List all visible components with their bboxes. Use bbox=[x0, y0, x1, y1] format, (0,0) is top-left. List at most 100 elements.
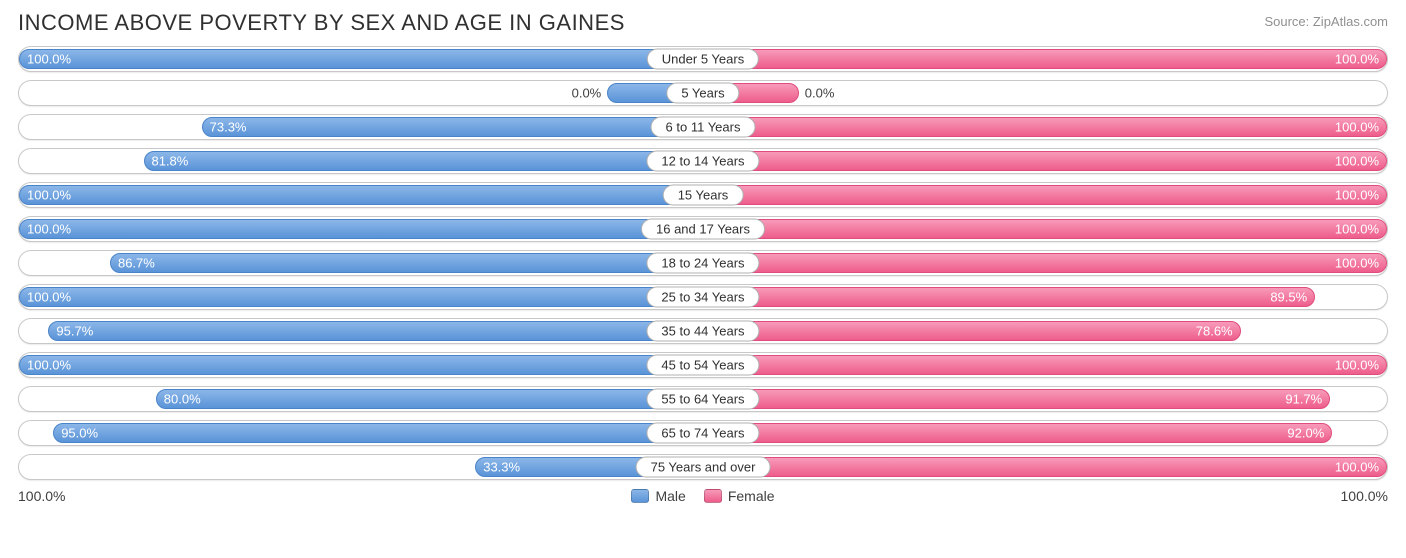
male-bar bbox=[19, 287, 703, 307]
female-value-label: 100.0% bbox=[1335, 188, 1379, 203]
bar-row: 86.7% 100.0% 18 to 24 Years bbox=[18, 250, 1388, 276]
age-label-pill: 5 Years bbox=[666, 83, 739, 104]
male-half: 100.0% bbox=[19, 183, 703, 207]
age-label-pill: 35 to 44 Years bbox=[646, 321, 759, 342]
male-value-label: 95.7% bbox=[56, 324, 93, 339]
male-bar bbox=[19, 355, 703, 375]
age-label-pill: 65 to 74 Years bbox=[646, 423, 759, 444]
female-half: 100.0% bbox=[703, 353, 1387, 377]
age-label-pill: Under 5 Years bbox=[647, 49, 759, 70]
female-value-label: 92.0% bbox=[1287, 426, 1324, 441]
female-half: 91.7% bbox=[703, 387, 1387, 411]
female-half: 100.0% bbox=[703, 149, 1387, 173]
age-label-pill: 15 Years bbox=[663, 185, 744, 206]
legend-item-female: Female bbox=[704, 488, 775, 504]
male-value-label: 95.0% bbox=[61, 426, 98, 441]
female-half: 100.0% bbox=[703, 47, 1387, 71]
male-bar bbox=[110, 253, 703, 273]
bar-row: 80.0% 91.7% 55 to 64 Years bbox=[18, 386, 1388, 412]
female-value-label: 100.0% bbox=[1335, 222, 1379, 237]
male-value-label: 0.0% bbox=[572, 86, 602, 101]
male-half: 100.0% bbox=[19, 353, 703, 377]
female-value-label: 100.0% bbox=[1335, 256, 1379, 271]
female-bar bbox=[703, 185, 1387, 205]
male-bar bbox=[202, 117, 703, 137]
female-half: 100.0% bbox=[703, 217, 1387, 241]
male-half: 100.0% bbox=[19, 47, 703, 71]
female-bar bbox=[703, 219, 1387, 239]
male-value-label: 73.3% bbox=[210, 120, 247, 135]
male-half: 95.0% bbox=[19, 421, 703, 445]
male-value-label: 100.0% bbox=[27, 188, 71, 203]
male-bar bbox=[48, 321, 703, 341]
female-value-label: 100.0% bbox=[1335, 120, 1379, 135]
bar-row: 100.0%100.0%45 to 54 Years bbox=[18, 352, 1388, 378]
female-half: 100.0% bbox=[703, 115, 1387, 139]
chart-source: Source: ZipAtlas.com bbox=[1264, 14, 1388, 29]
female-half: 92.0% bbox=[703, 421, 1387, 445]
legend-label-female: Female bbox=[728, 488, 775, 504]
age-label-pill: 16 and 17 Years bbox=[641, 219, 765, 240]
male-value-label: 100.0% bbox=[27, 222, 71, 237]
bar-row: 81.8% 100.0% 12 to 14 Years bbox=[18, 148, 1388, 174]
male-bar bbox=[144, 151, 704, 171]
female-bar bbox=[703, 389, 1330, 409]
female-bar bbox=[703, 355, 1387, 375]
male-value-label: 86.7% bbox=[118, 256, 155, 271]
axis-right-max: 100.0% bbox=[1341, 488, 1388, 504]
age-label-pill: 12 to 14 Years bbox=[646, 151, 759, 172]
female-half: 0.0% bbox=[703, 81, 1387, 105]
female-half: 78.6% bbox=[703, 319, 1387, 343]
legend-label-male: Male bbox=[655, 488, 685, 504]
female-bar bbox=[703, 253, 1387, 273]
male-value-label: 33.3% bbox=[483, 460, 520, 475]
age-label-pill: 25 to 34 Years bbox=[646, 287, 759, 308]
female-bar bbox=[703, 151, 1387, 171]
legend-item-male: Male bbox=[631, 488, 685, 504]
male-bar bbox=[19, 219, 703, 239]
female-value-label: 100.0% bbox=[1335, 154, 1379, 169]
male-bar bbox=[156, 389, 703, 409]
female-bar bbox=[703, 117, 1387, 137]
male-value-label: 100.0% bbox=[27, 52, 71, 67]
female-half: 100.0% bbox=[703, 251, 1387, 275]
age-label-pill: 75 Years and over bbox=[636, 457, 771, 478]
female-value-label: 0.0% bbox=[805, 86, 835, 101]
axis-left-max: 100.0% bbox=[18, 488, 65, 504]
male-bar bbox=[53, 423, 703, 443]
age-label-pill: 55 to 64 Years bbox=[646, 389, 759, 410]
male-value-label: 80.0% bbox=[164, 392, 201, 407]
male-half: 100.0% bbox=[19, 217, 703, 241]
male-value-label: 81.8% bbox=[151, 154, 188, 169]
female-bar bbox=[703, 423, 1332, 443]
legend: Male Female bbox=[631, 488, 774, 504]
female-value-label: 89.5% bbox=[1270, 290, 1307, 305]
chart-title: INCOME ABOVE POVERTY BY SEX AND AGE IN G… bbox=[18, 10, 625, 36]
bar-row: 33.3%100.0%75 Years and over bbox=[18, 454, 1388, 480]
age-label-pill: 18 to 24 Years bbox=[646, 253, 759, 274]
female-value-label: 91.7% bbox=[1285, 392, 1322, 407]
male-half: 86.7% bbox=[19, 251, 703, 275]
male-half: 100.0% bbox=[19, 285, 703, 309]
chart-header: INCOME ABOVE POVERTY BY SEX AND AGE IN G… bbox=[18, 10, 1388, 36]
male-bar bbox=[19, 185, 703, 205]
male-half: 33.3% bbox=[19, 455, 703, 479]
age-label-pill: 6 to 11 Years bbox=[651, 117, 756, 138]
bar-row: 100.0%100.0%Under 5 Years bbox=[18, 46, 1388, 72]
female-value-label: 78.6% bbox=[1196, 324, 1233, 339]
male-half: 80.0% bbox=[19, 387, 703, 411]
chart-footer: 100.0% Male Female 100.0% bbox=[18, 488, 1388, 504]
female-half: 100.0% bbox=[703, 183, 1387, 207]
male-swatch-icon bbox=[631, 489, 649, 503]
female-bar bbox=[703, 49, 1387, 69]
female-bar bbox=[703, 457, 1387, 477]
age-label-pill: 45 to 54 Years bbox=[646, 355, 759, 376]
female-bar bbox=[703, 287, 1315, 307]
female-half: 89.5% bbox=[703, 285, 1387, 309]
female-bar bbox=[703, 321, 1241, 341]
male-value-label: 100.0% bbox=[27, 358, 71, 373]
bar-row: 0.0% 0.0% 5 Years bbox=[18, 80, 1388, 106]
bar-row: 95.7% 78.6% 35 to 44 Years bbox=[18, 318, 1388, 344]
female-swatch-icon bbox=[704, 489, 722, 503]
bar-row: 100.0% 100.0% 15 Years bbox=[18, 182, 1388, 208]
